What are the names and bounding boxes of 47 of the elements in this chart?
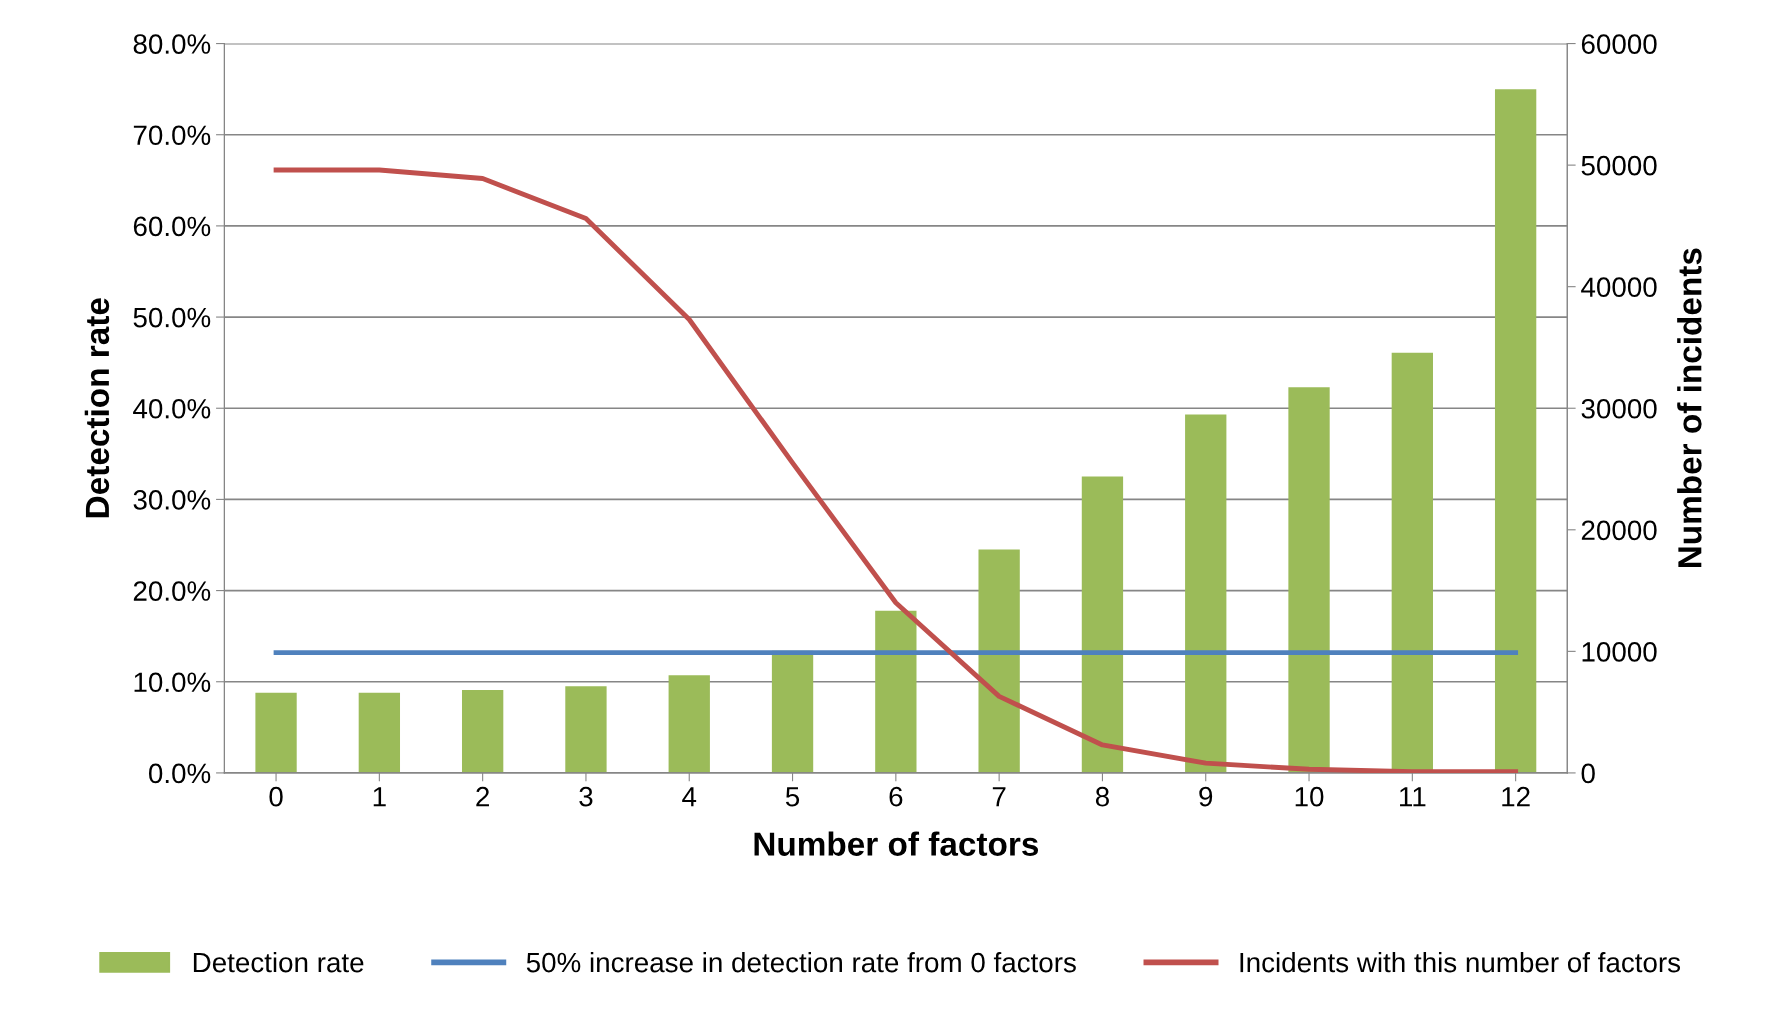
x-tick-label: 5 — [785, 787, 800, 807]
bar — [1185, 414, 1227, 773]
bar — [875, 610, 917, 773]
bar — [255, 692, 297, 773]
y-tick-label: 40.0% — [133, 398, 211, 419]
y-tick-label: 10.0% — [134, 672, 211, 693]
y-tick-label: 30.0% — [133, 490, 211, 510]
bar — [1494, 89, 1537, 773]
bar — [978, 549, 1020, 773]
bar — [668, 675, 710, 773]
x-tick-label: 6 — [889, 786, 903, 807]
x-tick-label: 12 — [1502, 786, 1530, 807]
y-tick-label: 0.0% — [148, 763, 211, 784]
y2-tick-label: 30000 — [1581, 398, 1657, 419]
y2-tick-label: 20000 — [1581, 520, 1657, 541]
y2-tick-label: 50000 — [1581, 155, 1657, 176]
x-tick-label: 11 — [1400, 787, 1426, 807]
bar — [358, 692, 401, 773]
x-tick-label: 7 — [992, 787, 1006, 807]
y-tick-label: 60.0% — [133, 216, 211, 237]
bar — [461, 689, 504, 773]
x-tick-label: 0 — [269, 786, 283, 807]
y2-tick-label: 10000 — [1582, 642, 1657, 662]
y-tick-label: 70.0% — [133, 125, 211, 146]
x-axis-title: Number of factors — [754, 831, 1039, 856]
line-series — [273, 167, 1519, 773]
y-tick-label: 20.0% — [133, 581, 211, 601]
legend-label: Incidents with this number of factors — [1240, 951, 1681, 973]
x-tick-label: 3 — [579, 786, 593, 807]
bar — [1288, 387, 1330, 773]
legend-label: Detection rate — [193, 951, 364, 973]
x-tick-label: 4 — [682, 787, 697, 807]
y2-tick-label: 0 — [1581, 763, 1595, 784]
x-tick-label: 8 — [1095, 786, 1109, 807]
bar — [565, 686, 607, 773]
y-axis-title: Detection rate — [84, 298, 110, 518]
y-tick-label: 50.0% — [133, 307, 211, 328]
y-tick-label: 80.0% — [133, 34, 211, 54]
y2-axis-title: Number of incidents — [1677, 248, 1702, 568]
y2-tick-label: 60000 — [1581, 34, 1657, 54]
y2-tick-label: 40000 — [1581, 277, 1657, 298]
x-tick-label: 2 — [476, 786, 489, 807]
x-tick-label: 10 — [1295, 786, 1324, 807]
bar — [1081, 476, 1124, 773]
legend-label: 50% increase in detection rate from 0 factors — [526, 951, 1076, 973]
x-tick-label: 9 — [1199, 786, 1213, 807]
x-tick-label: 1 — [373, 787, 386, 807]
